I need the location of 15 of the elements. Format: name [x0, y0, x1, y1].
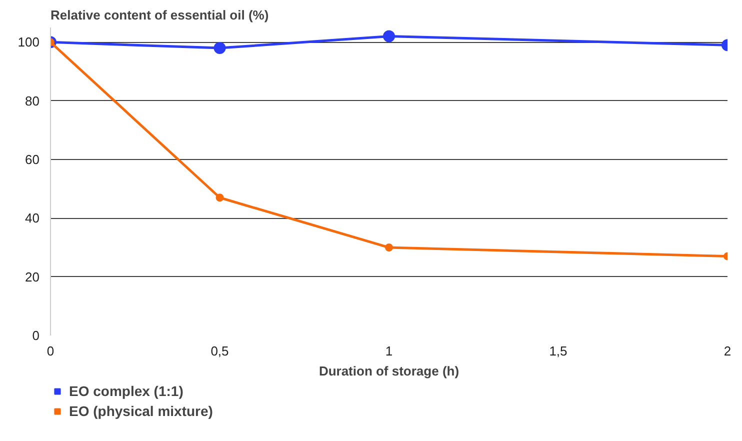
- legend-label: EO (physical mixture): [69, 403, 213, 419]
- legend-label: EO complex (1:1): [69, 383, 184, 399]
- x-tick-label: 1: [385, 344, 393, 358]
- y-tick-label: 80: [25, 93, 40, 108]
- chart-title: Relative content of essential oil (%): [50, 8, 269, 22]
- x-tick-label: 2: [724, 344, 732, 358]
- y-tick-label: 0: [32, 328, 40, 343]
- y-tick-label: 40: [25, 210, 40, 226]
- y-tick-label: 20: [25, 269, 40, 284]
- y-tick-label: 60: [25, 152, 40, 167]
- x-tick-label: 1,5: [549, 344, 568, 358]
- y-tick-label: 100: [18, 34, 40, 50]
- x-tick-label: 0: [46, 344, 54, 358]
- x-axis-title: Duration of storage (h): [318, 364, 460, 378]
- x-tick-label: 0,5: [210, 344, 229, 358]
